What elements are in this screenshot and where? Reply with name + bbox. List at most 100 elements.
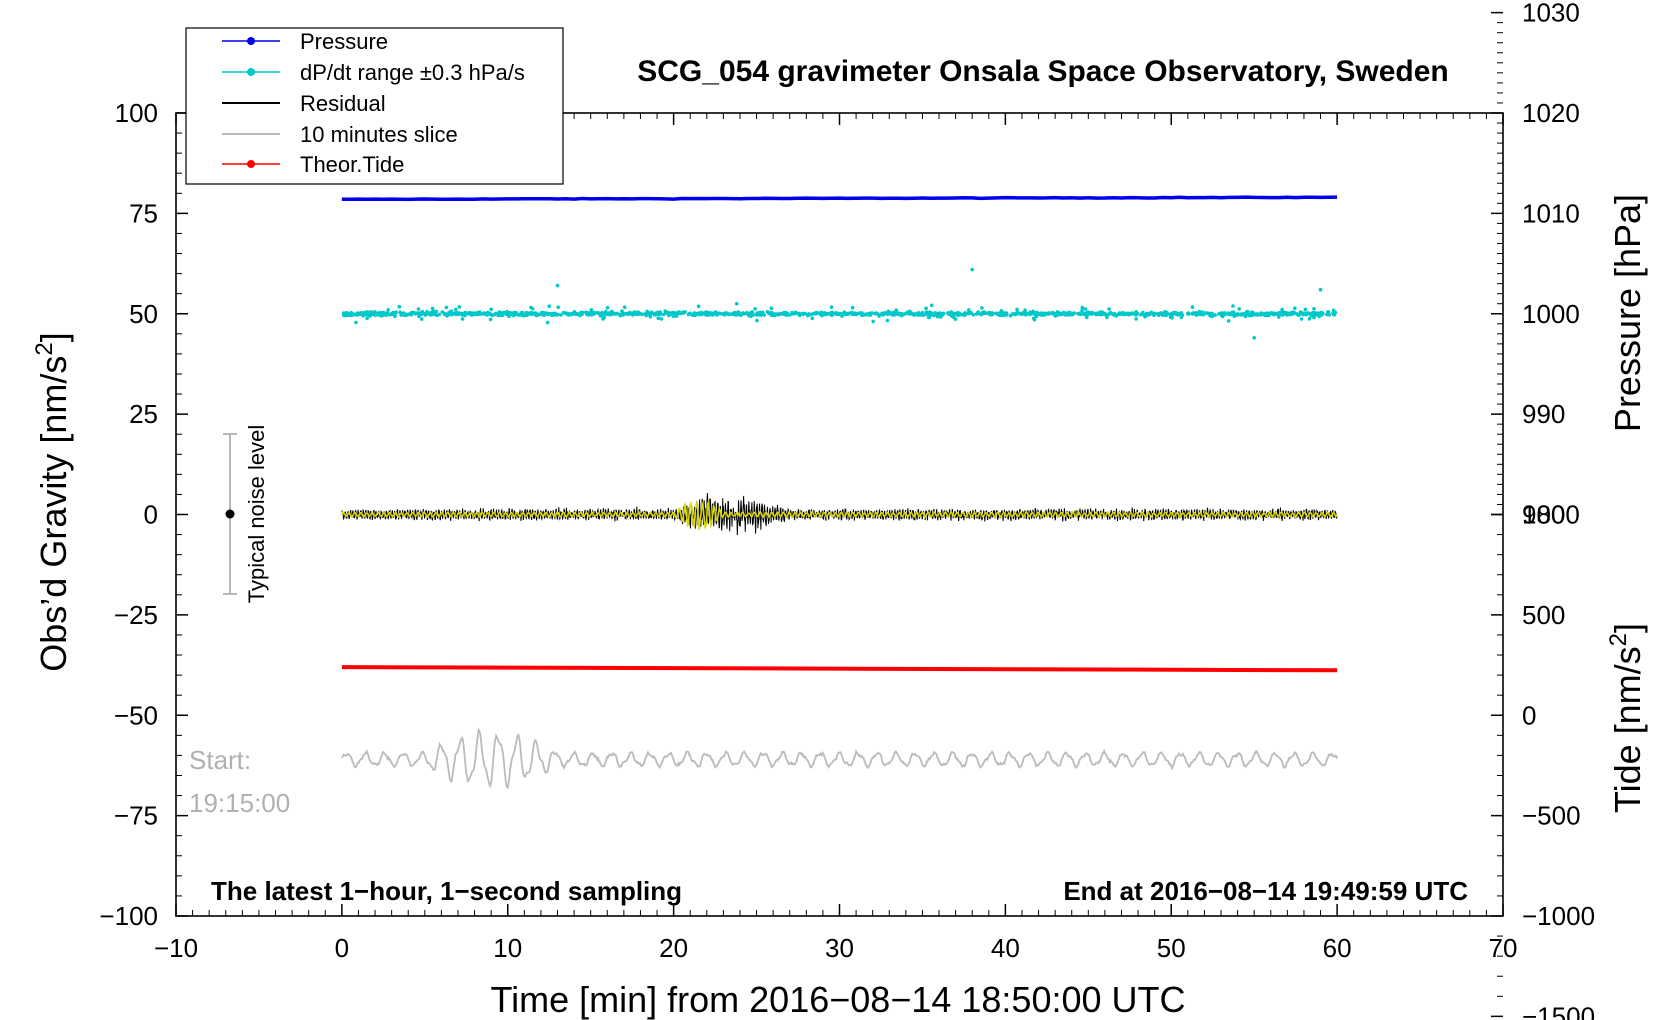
dpdt-point xyxy=(1319,311,1324,315)
dpdt-point xyxy=(622,305,627,310)
x-tick-label: 40 xyxy=(991,933,1020,963)
bottom-right-note: End at 2016−08−14 19:49:59 UTC xyxy=(1063,876,1468,906)
dpdt-point xyxy=(1307,317,1312,321)
chart-title: SCG_054 gravimeter Onsala Space Observat… xyxy=(637,55,1449,88)
dpdt-point xyxy=(1077,312,1082,317)
dpdt-point xyxy=(634,312,638,316)
dpdt-point xyxy=(741,311,746,316)
dpdt-point xyxy=(736,310,741,314)
dpdt-point xyxy=(755,318,759,323)
dpdt-point xyxy=(1035,312,1039,316)
dpdt-point xyxy=(826,311,830,316)
dpdt-point xyxy=(1247,313,1251,318)
dpdt-point xyxy=(507,314,511,319)
dpdt-point xyxy=(1072,311,1076,315)
dpdt-point xyxy=(1083,307,1088,311)
tide-axis-label-sup: 2 xyxy=(1605,633,1632,646)
dpdt-point xyxy=(446,311,451,315)
dpdt-point xyxy=(531,312,536,316)
pressure-tick-label: 980 xyxy=(1522,500,1565,530)
dpdt-point xyxy=(937,311,942,315)
dpdt-point xyxy=(829,305,834,310)
dpdt-point xyxy=(1121,312,1126,317)
dpdt-point xyxy=(871,319,875,324)
legend-entry-tide: Theor.Tide xyxy=(222,152,404,177)
dpdt-point xyxy=(386,308,391,312)
dpdt-point xyxy=(867,312,871,317)
tide-tick-label: 1000 xyxy=(1522,500,1580,530)
dpdt-point xyxy=(419,317,424,321)
dpdt-point xyxy=(489,307,494,312)
dpdt-point xyxy=(363,311,368,316)
dpdt-point xyxy=(888,311,893,315)
dpdt-point xyxy=(646,312,651,316)
legend-label-tide: Theor.Tide xyxy=(300,152,404,177)
dpdt-point xyxy=(458,311,463,316)
dpdt-point xyxy=(906,310,910,314)
dpdt-point xyxy=(1114,314,1118,318)
y-axis-left-label: Obs’d Gravity [nm/s2] xyxy=(31,332,74,671)
dpdt-point xyxy=(1208,314,1212,318)
dpdt-point xyxy=(568,312,573,317)
dpdt-point xyxy=(854,312,858,316)
dpdt-point xyxy=(1149,310,1154,315)
dpdt-point xyxy=(739,313,743,318)
dpdt-point xyxy=(1152,312,1157,317)
dpdt-point xyxy=(980,306,984,310)
dpdt-point xyxy=(885,318,890,323)
y-axis-left-ticks: −100 −75 −50 −25 0 25 50 75 100 xyxy=(99,98,188,931)
dpdt-point xyxy=(1179,311,1184,315)
dpdt-point xyxy=(1144,313,1149,318)
dpdt-point xyxy=(1094,312,1098,316)
dpdt-point xyxy=(605,305,610,310)
dpdt-point xyxy=(354,312,359,317)
dpdt-point xyxy=(536,312,540,317)
legend-entry-residual: Residual xyxy=(222,91,386,116)
dpdt-point xyxy=(1118,312,1123,316)
dpdt-outlier xyxy=(1318,287,1323,292)
noise-level-label: Typical noise level xyxy=(244,425,269,604)
dpdt-point xyxy=(1226,319,1231,323)
dpdt-point xyxy=(579,310,583,315)
dpdt-point xyxy=(658,312,662,317)
dpdt-point xyxy=(1085,315,1089,320)
tide-tick-label: −1500 xyxy=(1522,1001,1595,1020)
dpdt-point xyxy=(577,313,582,318)
dpdt-point xyxy=(544,312,549,316)
series-dpdt xyxy=(341,267,1338,340)
dpdt-point xyxy=(1084,311,1089,316)
dpdt-point xyxy=(483,312,488,317)
y-left-tick-label: 0 xyxy=(144,500,158,530)
dpdt-point xyxy=(1245,309,1250,314)
dpdt-point xyxy=(1231,312,1235,317)
dpdt-point xyxy=(603,311,607,316)
dpdt-point xyxy=(346,313,350,318)
dpdt-point xyxy=(712,311,717,316)
dpdt-point xyxy=(552,311,557,316)
dpdt-point xyxy=(1313,313,1317,318)
dpdt-point xyxy=(474,311,479,316)
dpdt-point xyxy=(734,313,738,317)
dpdt-point xyxy=(1325,312,1330,317)
dpdt-point xyxy=(428,311,433,315)
dpdt-point xyxy=(368,314,372,318)
dpdt-point xyxy=(846,311,851,316)
dpdt-point xyxy=(916,311,921,315)
dpdt-point xyxy=(397,304,402,309)
dpdt-point xyxy=(492,312,497,317)
y-left-tick-label: 50 xyxy=(129,299,158,329)
dpdt-point xyxy=(749,314,753,319)
dpdt-point xyxy=(963,312,968,317)
dpdt-point xyxy=(1129,311,1134,316)
dpdt-point xyxy=(368,310,373,315)
dpdt-point xyxy=(1202,311,1207,315)
x-tick-label: 0 xyxy=(335,933,349,963)
dpdt-point xyxy=(590,312,594,316)
x-tick-label: 10 xyxy=(493,933,522,963)
dpdt-point xyxy=(775,312,780,317)
dpdt-point xyxy=(926,315,931,320)
dpdt-point xyxy=(502,310,507,315)
dpdt-point xyxy=(1080,305,1085,310)
dpdt-point xyxy=(643,312,647,316)
dpdt-point xyxy=(753,307,757,311)
